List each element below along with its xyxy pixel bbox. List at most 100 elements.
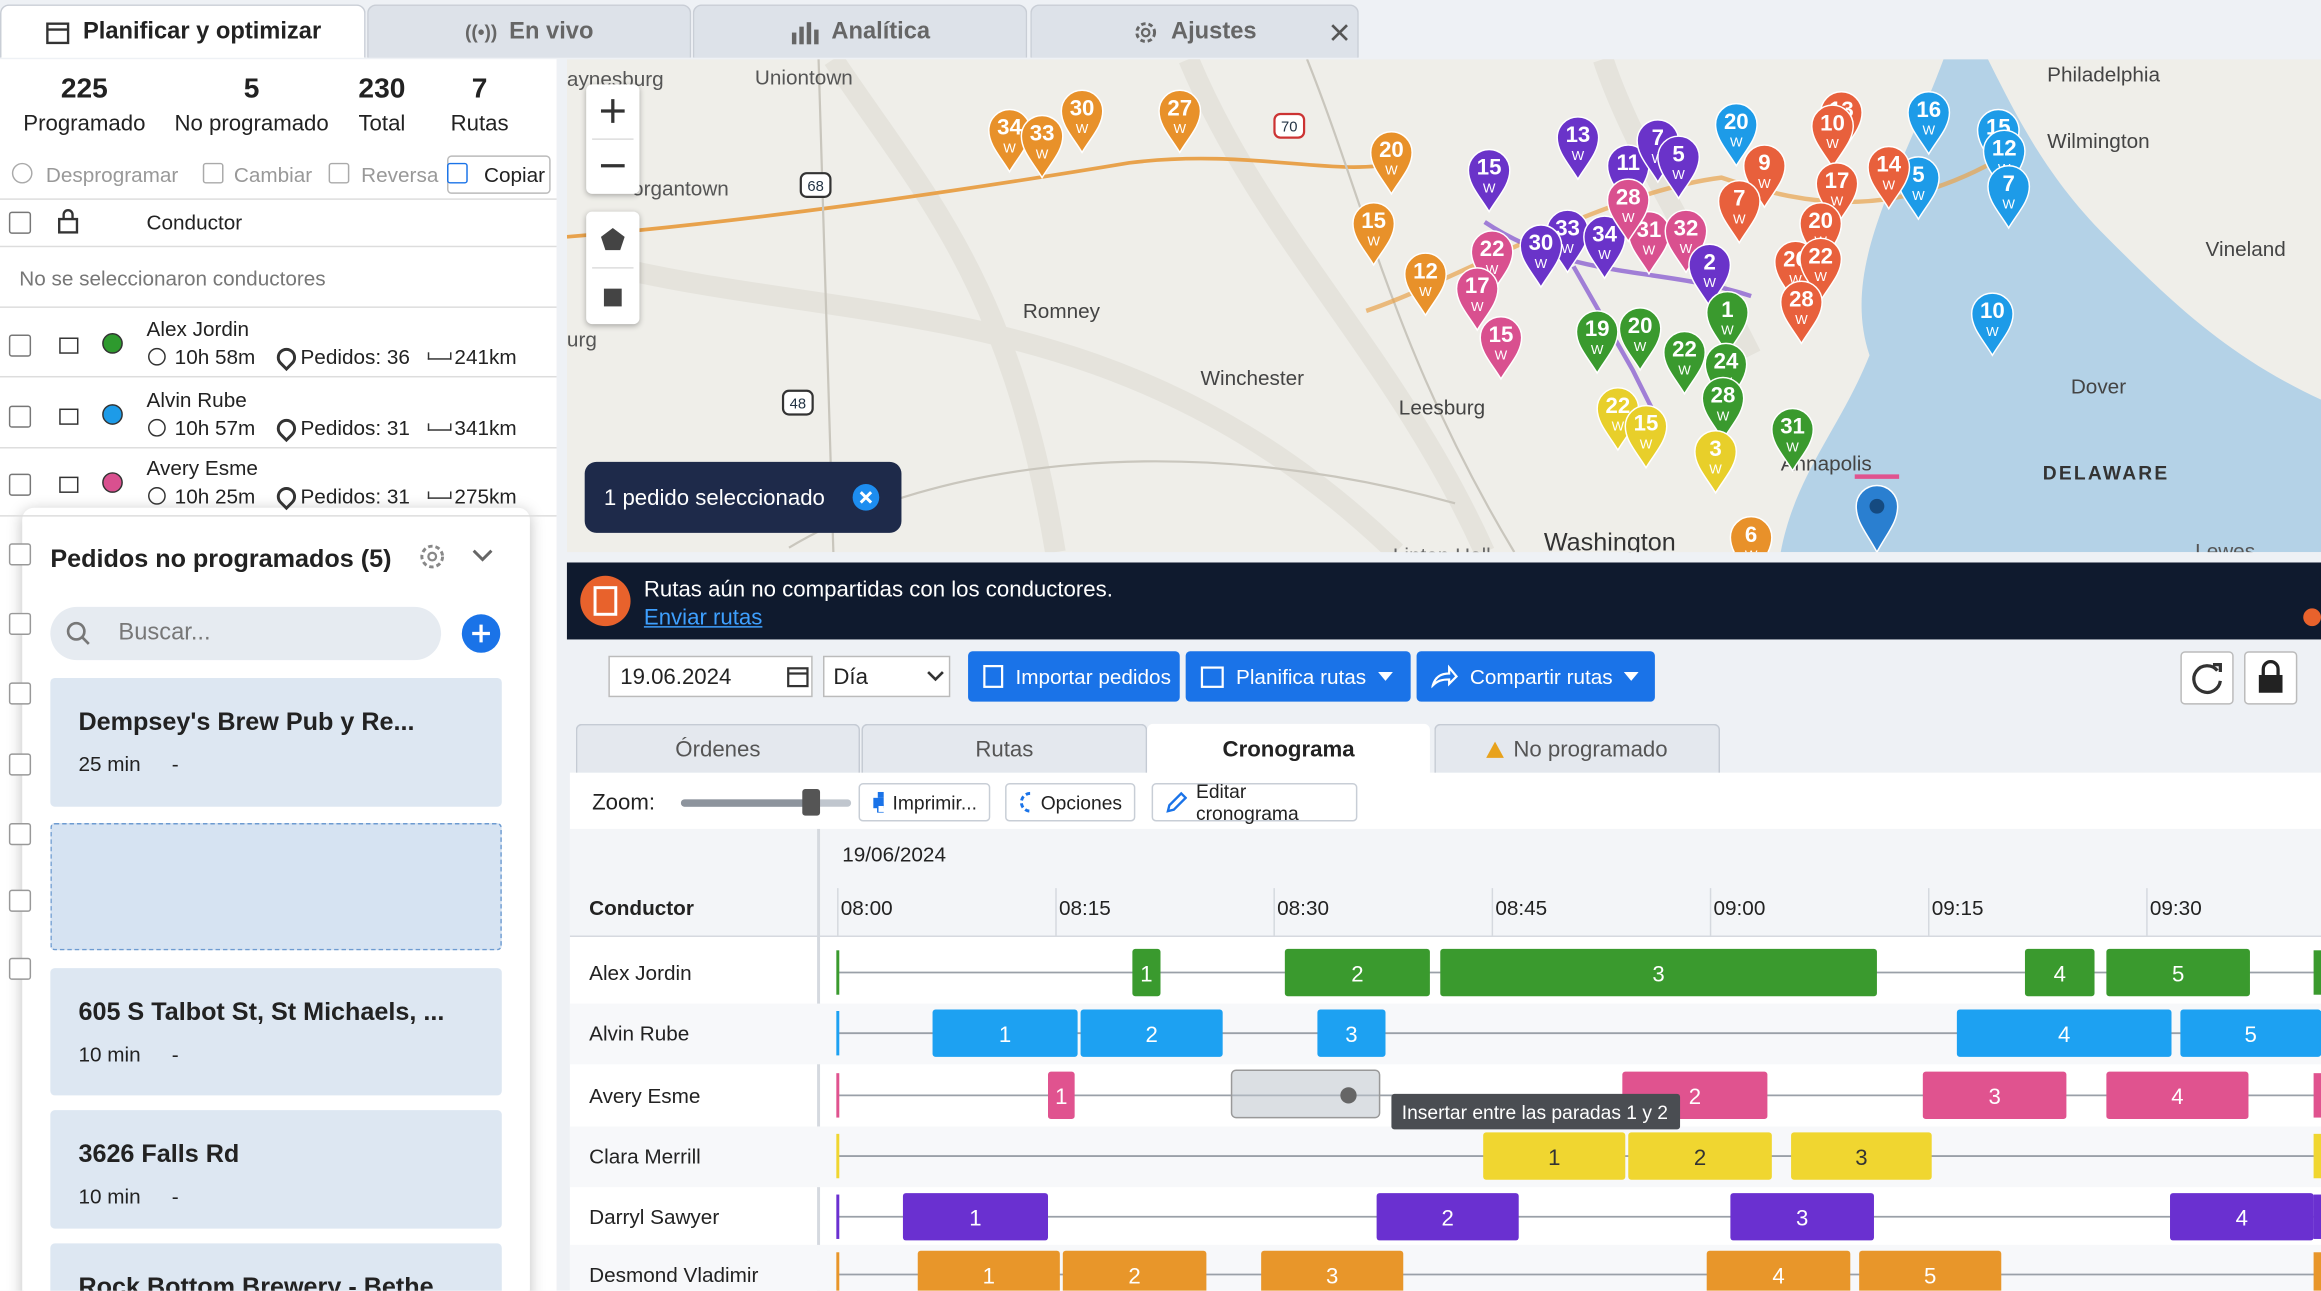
- action-label[interactable]: Copiar: [484, 162, 546, 187]
- banner-text: Rutas aún no compartidas con los conduct…: [643, 577, 1113, 603]
- stop-label: 5: [2245, 1022, 2257, 1047]
- import-button[interactable]: Importar pedidos: [968, 651, 1180, 702]
- share-button[interactable]: Compartir rutas: [1416, 651, 1655, 702]
- warning-icon: [1486, 740, 1505, 758]
- map-pin: [1352, 202, 1396, 267]
- stop-block: [932, 1009, 1078, 1057]
- print-button[interactable]: Imprimir...: [858, 783, 991, 822]
- close-icon[interactable]: [1331, 23, 1349, 41]
- stop-label: 1: [1140, 961, 1152, 986]
- search-box[interactable]: [50, 606, 442, 661]
- tab-label: Ajustes: [1171, 18, 1257, 44]
- checkbox[interactable]: [8, 543, 32, 566]
- selected-pin: [1855, 484, 1899, 553]
- stop-label: 5: [1924, 1263, 1936, 1288]
- action-label[interactable]: Desprogramar: [45, 162, 179, 187]
- tab[interactable]: Ajustes: [1030, 4, 1359, 58]
- lock-icon[interactable]: [59, 476, 79, 493]
- checkbox[interactable]: [8, 957, 32, 980]
- map-pin: [1158, 89, 1202, 154]
- calendar-icon[interactable]: [786, 665, 810, 689]
- stop-label: 2: [1128, 1263, 1140, 1288]
- subtab[interactable]: Órdenes: [575, 723, 861, 775]
- stop-block: [1483, 1132, 1626, 1180]
- checkbox[interactable]: [8, 823, 32, 846]
- tab[interactable]: Planificar y optimizar: [0, 4, 366, 58]
- map-pin: [1799, 202, 1843, 267]
- checkbox[interactable]: [8, 405, 32, 428]
- order-name: 3626 Falls Rd: [78, 1139, 240, 1168]
- order-card[interactable]: [50, 968, 502, 1096]
- action-label[interactable]: Cambiar: [233, 162, 313, 187]
- view-select[interactable]: [823, 655, 951, 698]
- pin-sub: W: [1572, 148, 1585, 163]
- tab[interactable]: Analítica: [692, 4, 1028, 58]
- checkbox[interactable]: [8, 889, 32, 912]
- selected-pin-dot: [1869, 498, 1885, 514]
- pin-label: 5: [1912, 162, 1924, 187]
- lock-button[interactable]: [2244, 651, 2298, 705]
- subtab[interactable]: Rutas: [861, 723, 1148, 775]
- pin-sub: W: [1561, 241, 1574, 256]
- draw-icons[interactable]: [586, 212, 639, 324]
- pin-label: 20: [1808, 208, 1833, 233]
- pin-sub: W: [1385, 163, 1398, 178]
- clear-selection[interactable]: [851, 483, 881, 513]
- pin-label: 22: [1480, 236, 1505, 261]
- map-pin: [1705, 290, 1749, 356]
- driver-name: Alex Jordin: [146, 316, 250, 341]
- pin-label: 11: [1617, 150, 1640, 175]
- checkbox[interactable]: [8, 473, 32, 496]
- add-button[interactable]: [460, 613, 501, 654]
- row-driver: Clara Merrill: [589, 1145, 701, 1168]
- pin-sub: W: [1831, 194, 1844, 209]
- pin-label: 20: [1628, 313, 1653, 338]
- zoom-buttons[interactable]: [586, 84, 639, 194]
- stop-block: [2170, 1193, 2314, 1241]
- plan-button[interactable]: Planifica rutas: [1185, 651, 1411, 702]
- subtab[interactable]: No programado: [1434, 723, 1721, 775]
- options-button[interactable]: Opciones: [1005, 783, 1136, 822]
- pin-sub: W: [1882, 177, 1895, 192]
- checkbox[interactable]: [8, 612, 32, 636]
- highway-shield: [799, 172, 832, 198]
- lock-icon[interactable]: [59, 408, 79, 425]
- settings-icon[interactable]: [417, 542, 447, 572]
- checkbox[interactable]: [8, 753, 32, 776]
- import-icon: [983, 664, 1004, 688]
- order-extra: -: [171, 751, 179, 776]
- order-card[interactable]: [50, 1110, 502, 1229]
- lock-icon[interactable]: [56, 207, 80, 234]
- map-pin: [1606, 178, 1650, 243]
- map-pin: [1907, 91, 1951, 156]
- zoom-knob[interactable]: [802, 788, 821, 816]
- lock-icon[interactable]: [59, 337, 79, 354]
- order-card[interactable]: [50, 1243, 502, 1291]
- checkbox[interactable]: [8, 334, 32, 357]
- collapse-icon[interactable]: [471, 545, 495, 566]
- map-pin: [1606, 144, 1650, 209]
- place-label: Lewes: [2195, 540, 2255, 552]
- banner-link[interactable]: Enviar rutas: [643, 605, 763, 631]
- checkbox[interactable]: [8, 682, 32, 705]
- edit-button[interactable]: Editar cronograma: [1151, 780, 1358, 824]
- subtab[interactable]: Cronograma: [1147, 723, 1430, 775]
- stop-label: 1: [1548, 1145, 1560, 1170]
- pin-sub: W: [1640, 437, 1653, 452]
- action-label[interactable]: Reversa: [361, 162, 439, 187]
- pin-label: 30: [1070, 95, 1095, 120]
- refresh-button[interactable]: [2180, 651, 2234, 705]
- pin-label: 15: [1634, 411, 1659, 436]
- time-label: 09:15: [1932, 897, 1984, 920]
- pin-label: 14: [1876, 152, 1901, 177]
- date-input[interactable]: [608, 655, 813, 698]
- road: [566, 156, 1397, 239]
- tab[interactable]: ((•)) En vivo: [367, 4, 692, 58]
- stop-label: 3: [1796, 1206, 1808, 1231]
- gear-icon: [1135, 21, 1157, 43]
- driver-orders: Pedidos: 31: [300, 415, 410, 440]
- row-driver: Avery Esme: [589, 1085, 700, 1108]
- row-driver: Alex Jordin: [589, 962, 692, 985]
- order-card[interactable]: [50, 677, 502, 807]
- checkbox[interactable]: [8, 211, 32, 234]
